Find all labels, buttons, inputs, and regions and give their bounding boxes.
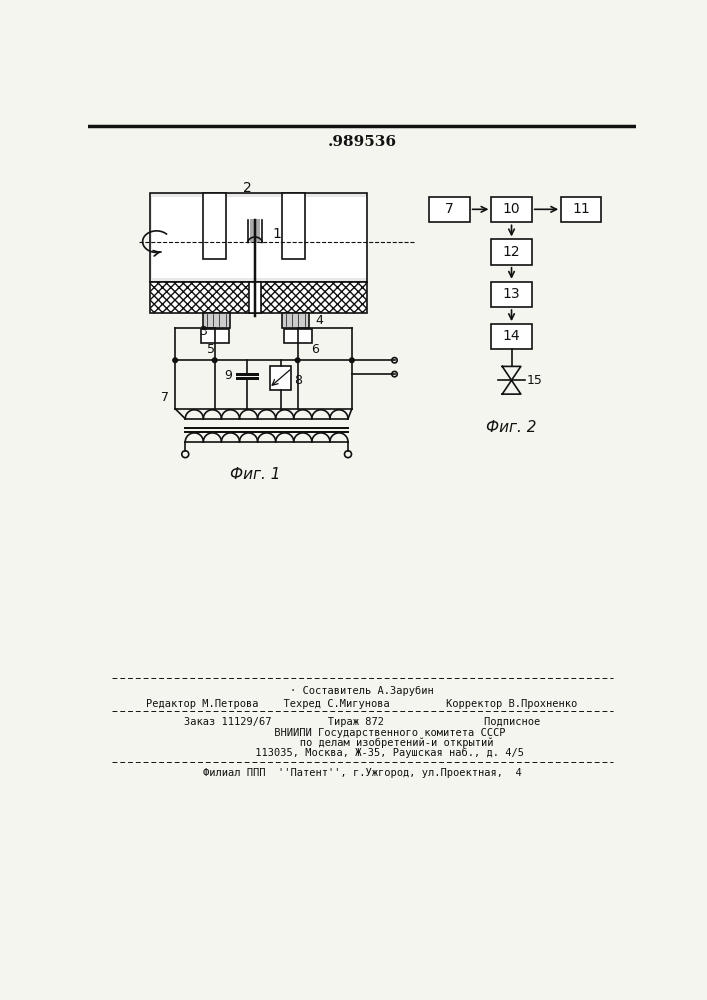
Text: 13: 13 [503, 287, 520, 301]
Text: по делам изобретений-и открытий: по делам изобретений-и открытий [230, 738, 493, 748]
Text: Филиал ППП  ''Патент'', г.Ужгород, ул.Проектная,  4: Филиал ППП ''Патент'', г.Ужгород, ул.Про… [203, 768, 521, 778]
Bar [250, 219, 260, 243]
Text: 1: 1 [272, 227, 281, 241]
Bar [284, 329, 312, 343]
Text: 7: 7 [445, 202, 454, 216]
Text: Редактор М.Петрова    Техред С.Мигунова         Корректор В.Прохненко: Редактор М.Петрова Техред С.Мигунова Кор… [146, 699, 578, 709]
Circle shape [349, 358, 354, 363]
Text: 6: 6 [311, 343, 319, 356]
Text: 8: 8 [295, 374, 303, 387]
Text: Фиг. 1: Фиг. 1 [230, 467, 280, 482]
Text: 14: 14 [503, 329, 520, 343]
Bar [201, 329, 228, 343]
Text: Заказ 11129/67         Тираж 872                Подписное: Заказ 11129/67 Тираж 872 Подписное [184, 717, 540, 727]
Bar [491, 282, 532, 307]
Text: 113035, Москва, Ж-35, Раушская наб., д. 4/5: 113035, Москва, Ж-35, Раушская наб., д. … [199, 748, 525, 758]
Text: 15: 15 [527, 374, 543, 387]
Bar [282, 193, 305, 259]
Text: 9: 9 [224, 369, 232, 382]
Text: 11: 11 [573, 202, 590, 216]
Text: 12: 12 [503, 245, 520, 259]
Bar [561, 197, 602, 222]
Text: Фиг. 2: Фиг. 2 [486, 420, 537, 436]
Text: 7: 7 [161, 391, 169, 404]
Text: 3: 3 [199, 325, 207, 338]
Bar [491, 197, 532, 222]
Bar [249, 282, 261, 312]
Text: · Составитель А.Зарубин: · Составитель А.Зарубин [290, 686, 434, 696]
Circle shape [296, 358, 300, 363]
Text: .989536: .989536 [327, 135, 397, 149]
Bar [491, 324, 532, 349]
Bar [203, 312, 230, 328]
Bar [491, 239, 532, 265]
Text: 2: 2 [243, 181, 252, 195]
Text: 10: 10 [503, 202, 520, 216]
Bar [151, 193, 368, 282]
Bar [151, 282, 368, 312]
Bar [152, 197, 366, 278]
Bar [270, 366, 291, 389]
Circle shape [173, 358, 177, 363]
Text: ВНИИПИ Государственного комитета СССР: ВНИИПИ Государственного комитета СССР [218, 728, 506, 738]
Text: 4: 4 [315, 314, 323, 327]
Bar [282, 312, 309, 328]
Text: 5: 5 [207, 343, 215, 356]
Circle shape [212, 358, 217, 363]
Bar [429, 197, 469, 222]
Bar [203, 193, 226, 259]
